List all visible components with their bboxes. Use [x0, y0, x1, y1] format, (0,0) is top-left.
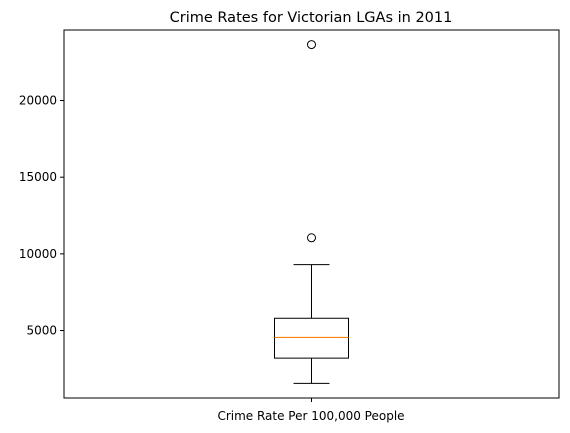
outlier-point-1 [307, 233, 316, 243]
x-axis-label: Crime Rate Per 100,000 People [217, 409, 404, 423]
chart-title: Crime Rates for Victorian LGAs in 2011 [170, 10, 453, 26]
axes-frame [63, 29, 560, 399]
y-tick-label-5000: 5000 [26, 324, 57, 338]
y-tick-label-10000: 10000 [19, 247, 57, 261]
y-tick-label-20000: 20000 [19, 94, 57, 108]
y-tick-label-15000: 15000 [19, 170, 57, 184]
plot-area: 5000 10000 15000 20000 [19, 29, 560, 402]
iqr-box [274, 317, 349, 359]
outlier-point-2 [307, 40, 316, 50]
